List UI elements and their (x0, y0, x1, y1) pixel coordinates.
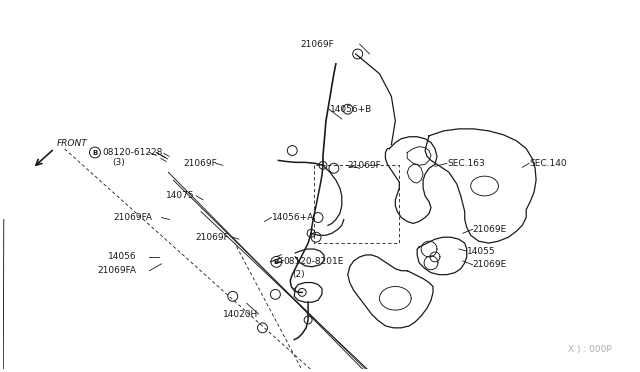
Text: 14056: 14056 (108, 253, 136, 262)
Text: 21069E: 21069E (473, 260, 507, 269)
Text: 21069FA: 21069FA (97, 266, 136, 275)
Text: 14075: 14075 (166, 191, 195, 201)
Text: 08120-8201E: 08120-8201E (284, 257, 344, 266)
Text: 14056+B: 14056+B (330, 105, 372, 114)
Text: B: B (274, 259, 279, 265)
Text: SEC.140: SEC.140 (529, 159, 567, 168)
Text: X ) : 000P: X ) : 000P (568, 345, 612, 354)
Text: 14055: 14055 (467, 247, 495, 256)
Text: (3): (3) (112, 158, 125, 167)
Text: 21069F: 21069F (300, 40, 334, 49)
Text: 21069FA: 21069FA (114, 213, 153, 222)
Text: 21069F: 21069F (183, 159, 217, 168)
Text: 21069F: 21069F (348, 161, 381, 170)
Text: 14056+A: 14056+A (273, 213, 315, 222)
Text: 14020H: 14020H (223, 310, 258, 318)
Text: 21069E: 21069E (473, 225, 507, 234)
Text: B: B (92, 150, 97, 155)
Text: (2): (2) (292, 270, 305, 279)
Text: 21069F: 21069F (195, 233, 229, 242)
Text: SEC.163: SEC.163 (447, 159, 484, 168)
Text: FRONT: FRONT (56, 139, 87, 148)
Text: 08120-61228: 08120-61228 (102, 148, 163, 157)
